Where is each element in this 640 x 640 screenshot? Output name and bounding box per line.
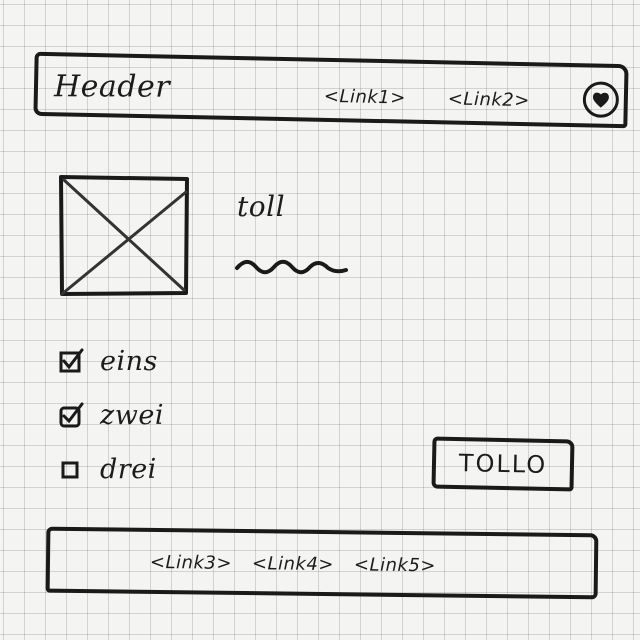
checkbox-checked-icon[interactable] [58, 402, 84, 428]
option-label: eins [100, 345, 158, 377]
tollo-button[interactable]: TOLLO [431, 436, 575, 492]
header-title: Header [53, 69, 171, 105]
footer-link-5[interactable]: <Link5> [353, 554, 437, 577]
checkbox-unchecked-icon[interactable] [58, 456, 84, 482]
footer-link-3[interactable]: <Link3> [149, 551, 233, 574]
image-placeholder-icon [59, 175, 189, 296]
text-placeholder-squiggle [235, 259, 348, 275]
option-label: drei [100, 453, 157, 485]
headline: toll [237, 190, 286, 223]
option-row-drei[interactable]: drei [58, 452, 157, 486]
option-label: zwei [100, 399, 164, 431]
header-bar: Header <Link1> <Link2> [33, 51, 629, 129]
option-row-eins[interactable]: eins [58, 344, 158, 378]
favorite-button[interactable] [582, 81, 620, 119]
footer-bar: <Link3> <Link4> <Link5> [45, 526, 599, 600]
option-row-zwei[interactable]: zwei [58, 398, 164, 432]
nav-link-1[interactable]: <Link1> [323, 85, 407, 109]
checkbox-checked-icon[interactable] [58, 348, 84, 374]
image-placeholder [58, 174, 190, 296]
footer-links: <Link3> <Link4> <Link5> [150, 552, 436, 576]
nav-link-2[interactable]: <Link2> [447, 88, 531, 112]
heart-icon [592, 92, 609, 108]
footer-link-4[interactable]: <Link4> [251, 553, 335, 576]
